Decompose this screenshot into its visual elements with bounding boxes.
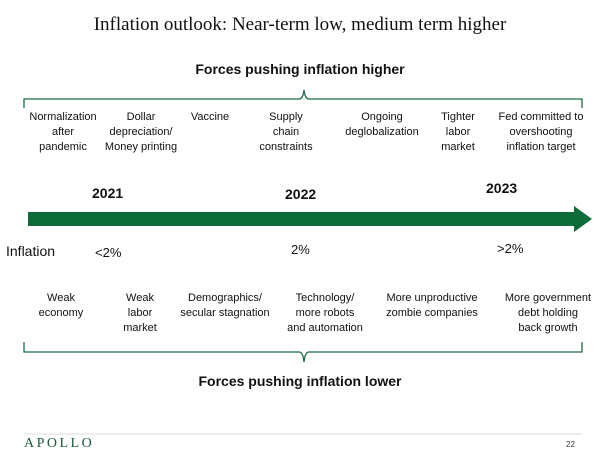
- higher-force-6-line: market: [441, 141, 475, 153]
- year-2022: 2022: [285, 186, 317, 202]
- higher-force-7-line: Fed committed to: [498, 111, 584, 123]
- lower-force-4-line: more robots: [295, 307, 355, 319]
- lower-force-5-line: zombie companies: [386, 307, 478, 319]
- higher-force-7-line: overshooting: [509, 126, 573, 138]
- page-title: Inflation outlook: Near-term low, medium…: [93, 14, 507, 35]
- higher-force-4-line: constraints: [259, 141, 313, 153]
- higher-force-4-line: Supply: [269, 111, 303, 123]
- lower-force-4-line: Technology/: [295, 292, 355, 304]
- inflation-2022-value: 2%: [291, 242, 310, 257]
- higher-force-1: Normalization after pandemic: [3, 110, 123, 155]
- lower-force-4: Technology/more robots and automation: [265, 291, 385, 336]
- higher-force-2: Dollar depreciation/Money printing: [81, 110, 201, 155]
- apollo-logo: APOLLO: [24, 436, 95, 451]
- higher-force-1-line: after: [51, 126, 74, 138]
- lower-force-3-line: Demographics/: [188, 292, 262, 304]
- year-2021: 2021: [92, 185, 124, 201]
- higher-force-2-line: Money printing: [104, 141, 178, 153]
- lower-force-1: Weak economy: [1, 291, 121, 321]
- higher-force-7-line: inflation target: [506, 141, 576, 153]
- lower-forces-heading: Forces pushing inflation lower: [198, 373, 402, 389]
- higher-force-7: Fed committed to overshooting inflation ta…: [481, 110, 600, 155]
- lower-force-1-line: Weak: [47, 292, 75, 304]
- lower-force-4-line: and automation: [287, 322, 363, 334]
- higher-force-6: Tighter labor market: [398, 110, 518, 155]
- lower-force-2-line: Weak: [126, 292, 154, 304]
- higher-forces-heading: Forces pushing inflation higher: [195, 61, 405, 77]
- lower-force-6-line: back growth: [518, 322, 578, 334]
- page-number: 22: [566, 440, 575, 449]
- lower-force-1-line: economy: [38, 307, 84, 319]
- lower-force-3-line: secular stagnation: [180, 307, 270, 319]
- higher-force-3: Vaccine: [150, 110, 270, 125]
- higher-force-4-line: chain: [272, 126, 300, 138]
- lower-force-2-line: market: [123, 322, 157, 334]
- higher-force-3-line: Vaccine: [190, 111, 230, 123]
- higher-force-5: Ongoing deglobalization: [322, 110, 442, 140]
- inflation-2023-value: >2%: [497, 241, 524, 256]
- lower-force-6: More government debt holding back growth: [488, 291, 600, 336]
- lower-force-6-line: More government: [504, 292, 592, 304]
- lower-force-5: More unproductive zombie companies: [372, 291, 492, 321]
- higher-force-4: Supply chain constraints: [226, 110, 346, 155]
- lower-force-2-line: labor: [127, 307, 153, 319]
- inflation-label: Inflation: [6, 243, 56, 259]
- higher-force-6-line: Tighter: [441, 111, 475, 123]
- inflation-2021-value: <2%: [95, 245, 122, 260]
- higher-force-1-line: Normalization: [29, 111, 97, 123]
- lower-force-3: Demographics/secular stagnation: [165, 291, 285, 321]
- higher-force-1-line: pandemic: [39, 141, 87, 153]
- lower-force-6-line: debt holding: [518, 307, 578, 319]
- higher-force-5-line: deglobalization: [345, 126, 419, 138]
- higher-force-2-line: Dollar: [126, 111, 156, 123]
- year-2023: 2023: [486, 180, 518, 196]
- higher-force-2-line: depreciation/: [109, 126, 173, 138]
- lower-force-2: Weak labor market: [80, 291, 200, 336]
- higher-force-6-line: labor: [445, 126, 471, 138]
- higher-force-5-line: Ongoing: [361, 111, 403, 123]
- lower-force-5-line: More unproductive: [386, 292, 478, 304]
